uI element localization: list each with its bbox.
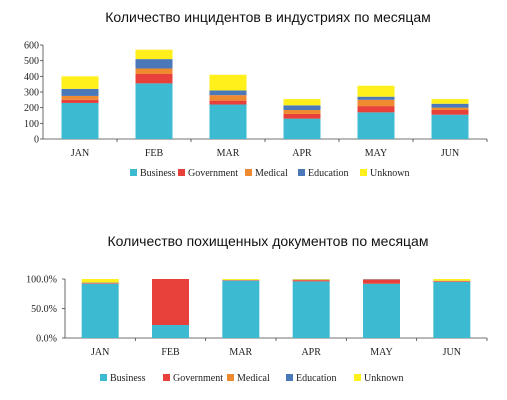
x-tick-label: APR bbox=[301, 347, 321, 358]
bar-segment-unknown-mar bbox=[209, 74, 247, 91]
bar-segment-unknown-mar bbox=[222, 279, 260, 280]
bar-segment-business-jun bbox=[431, 114, 469, 139]
bar-segment-business-may bbox=[357, 112, 395, 139]
y-tick-label: 100 bbox=[24, 119, 39, 130]
bar-segment-government-mar bbox=[209, 100, 247, 105]
chart-2: Количество похищенных документов по меся… bbox=[26, 233, 488, 384]
bar-segment-medical-may bbox=[357, 99, 395, 107]
legend-label-education: Education bbox=[296, 373, 337, 384]
legend-swatch-government bbox=[178, 169, 185, 176]
legend-swatch-business bbox=[130, 169, 137, 176]
legend-label-government: Government bbox=[173, 373, 223, 384]
bar-segment-medical-jan bbox=[61, 95, 99, 100]
legend-swatch-medical bbox=[227, 374, 234, 381]
bar-segment-education-jan bbox=[61, 88, 99, 96]
legend-label-government: Government bbox=[188, 168, 238, 179]
legend: Business Government Medical Education Unknow… bbox=[100, 373, 403, 384]
bar-segment-government-apr bbox=[292, 280, 330, 282]
y-tick-label: 100.0% bbox=[26, 275, 57, 286]
bar-segment-unknown-apr bbox=[292, 279, 330, 280]
legend-swatch-medical bbox=[245, 169, 252, 176]
bar-segment-education-jun bbox=[431, 103, 469, 108]
bar-segment-unknown-apr bbox=[283, 99, 321, 106]
x-tick-label: JUN bbox=[443, 347, 461, 358]
y-tick-label: 600 bbox=[24, 41, 39, 52]
bar-segment-government-feb bbox=[152, 279, 189, 326]
y-tick-label: 200 bbox=[24, 103, 39, 114]
bar-segment-medical-feb bbox=[135, 68, 173, 74]
bar-segment-business-apr bbox=[283, 118, 321, 139]
y-tick-label: 50.0% bbox=[31, 304, 57, 315]
y-tick-label: 0 bbox=[34, 135, 39, 146]
bar-segment-medical-apr bbox=[283, 110, 321, 114]
legend-label-unknown: Unknown bbox=[364, 373, 403, 384]
bar-segment-business-jan bbox=[61, 102, 99, 139]
bar-segment-unknown-jun bbox=[433, 279, 471, 281]
legend-label-education: Education bbox=[308, 168, 349, 179]
bar-segment-business-mar bbox=[222, 280, 260, 338]
legend-swatch-unknown bbox=[354, 374, 361, 381]
bar-segment-government-feb bbox=[135, 73, 173, 84]
chart-title: Количество инцидентов в индустриях по ме… bbox=[105, 9, 431, 25]
legend: Business Government Medical Education Unknow… bbox=[130, 168, 409, 179]
bar-segment-education-feb bbox=[135, 59, 173, 69]
x-tick-label: JAN bbox=[91, 347, 109, 358]
bar-segment-business-feb bbox=[152, 325, 189, 338]
legend-label-business: Business bbox=[140, 168, 176, 179]
legend-swatch-government bbox=[163, 374, 170, 381]
legend-label-medical: Medical bbox=[237, 373, 270, 384]
bar-segment-education-may bbox=[357, 96, 395, 100]
bar-segment-medical-mar bbox=[209, 95, 247, 101]
chart-title: Количество похищенных документов по меся… bbox=[108, 233, 429, 249]
legend-label-unknown: Unknown bbox=[370, 168, 409, 179]
bar-segment-government-may bbox=[357, 106, 395, 113]
bar-segment-government-apr bbox=[283, 113, 321, 119]
bar-segment-business-may bbox=[363, 283, 400, 338]
x-tick-label: MAY bbox=[370, 347, 392, 358]
bar-segment-unknown-jun bbox=[431, 99, 469, 104]
bar-segment-government-jun bbox=[431, 110, 469, 115]
legend-label-business: Business bbox=[110, 373, 146, 384]
bar-segment-unknown-jan bbox=[81, 279, 119, 283]
bar-segment-government-may bbox=[363, 279, 400, 284]
legend-swatch-education bbox=[286, 374, 293, 381]
x-tick-label: MAY bbox=[365, 148, 387, 159]
bar-segment-business-apr bbox=[292, 281, 330, 338]
bar-segment-government-jan bbox=[61, 99, 99, 103]
bar-segment-unknown-jan bbox=[61, 76, 99, 89]
x-tick-label: FEB bbox=[145, 148, 164, 159]
x-tick-label: FEB bbox=[161, 347, 180, 358]
bar-segment-government-jun bbox=[433, 281, 471, 282]
bar-segment-business-feb bbox=[135, 83, 173, 139]
legend-swatch-unknown bbox=[360, 169, 367, 176]
legend-swatch-business bbox=[100, 374, 107, 381]
bar-segment-education-mar bbox=[209, 90, 247, 96]
x-tick-label: JUN bbox=[441, 148, 459, 159]
bar-segment-business-jun bbox=[433, 281, 471, 338]
bar-segment-unknown-feb bbox=[135, 49, 173, 60]
y-tick-label: 0.0% bbox=[36, 334, 57, 345]
bar-segment-education-apr bbox=[283, 105, 321, 111]
bar-segment-business-jan bbox=[81, 283, 119, 338]
y-tick-label: 500 bbox=[24, 56, 39, 67]
x-tick-label: JAN bbox=[71, 148, 89, 159]
y-tick-label: 400 bbox=[24, 72, 39, 83]
x-tick-label: APR bbox=[292, 148, 312, 159]
chart-1: Количество инцидентов в индустриях по ме… bbox=[24, 9, 488, 179]
y-tick-label: 300 bbox=[24, 88, 39, 99]
bar-segment-business-mar bbox=[209, 104, 247, 139]
x-tick-label: MAR bbox=[217, 148, 240, 159]
x-tick-label: MAR bbox=[229, 347, 252, 358]
legend-label-medical: Medical bbox=[255, 168, 288, 179]
bar-segment-medical-jun bbox=[431, 107, 469, 111]
legend-swatch-education bbox=[298, 169, 305, 176]
bar-segment-government-jan bbox=[81, 283, 119, 284]
bar-segment-unknown-may bbox=[357, 85, 395, 97]
